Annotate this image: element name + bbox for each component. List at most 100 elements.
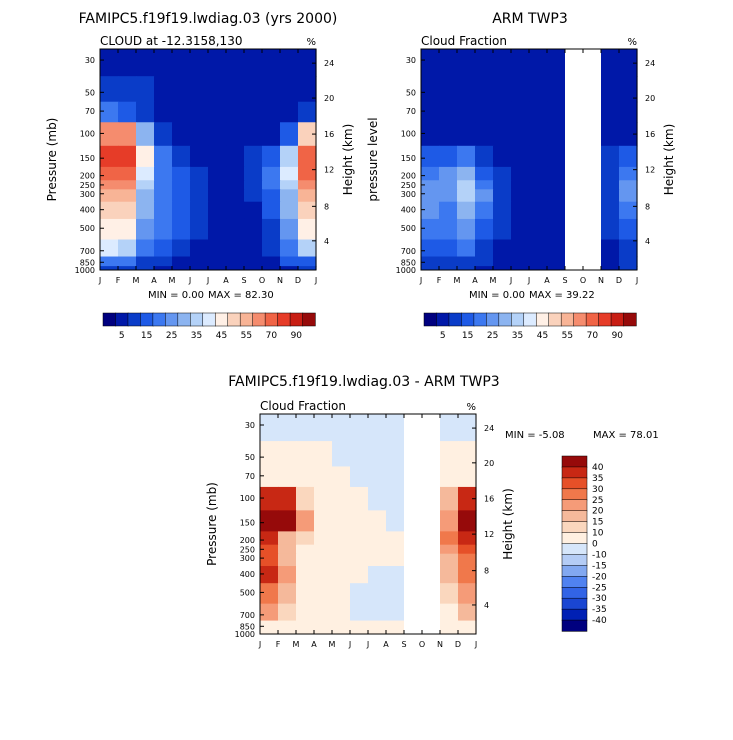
heatmap-cell — [226, 122, 245, 147]
heatmap-cell — [386, 466, 405, 488]
heatmap-cell — [298, 189, 317, 203]
heatmap-cell — [350, 620, 369, 631]
heatmap-cell — [529, 180, 548, 190]
heatmap-cell — [332, 583, 351, 605]
heatmap-cell — [118, 201, 137, 220]
heatmap-cell — [547, 122, 566, 147]
heatmap-cell — [226, 256, 245, 267]
heatmap-cell — [350, 466, 369, 488]
colorbar-swatch — [214, 312, 229, 327]
colorbar-swatch — [102, 312, 117, 327]
heatmap-cell — [296, 630, 315, 634]
x-tick-label: A — [383, 640, 389, 649]
heatmap-cell — [601, 256, 620, 267]
heatmap-cell — [547, 189, 566, 203]
heatmap-cell — [350, 583, 369, 605]
colorbar-swatch — [202, 312, 216, 327]
heatmap-cell — [100, 101, 119, 123]
height-tick-label: 16 — [324, 130, 334, 139]
y-tick-label: 100 — [401, 129, 416, 138]
heatmap-cell — [280, 266, 299, 270]
colorbar-swatch — [561, 576, 588, 588]
heatmap-cell — [421, 76, 440, 103]
heatmap-cell — [172, 122, 191, 147]
heatmap-cell — [439, 49, 458, 77]
heatmap-cell — [118, 218, 137, 241]
heatmap-cell — [172, 201, 191, 220]
x-tick-label: F — [437, 276, 442, 285]
x-tick-label: J — [527, 276, 530, 285]
y-tick-label: 500 — [80, 224, 95, 233]
heatmap-cell — [601, 76, 620, 103]
heatmap-cell — [154, 180, 173, 190]
heatmap-cell — [440, 603, 459, 622]
heatmap-cell — [262, 166, 281, 181]
colorbar-label: -40 — [592, 616, 607, 626]
x-tick-label: S — [562, 276, 567, 285]
height-tick-label: 20 — [645, 94, 655, 103]
heatmap-cell — [118, 145, 137, 168]
min-label: MIN = 0.00 — [469, 290, 525, 301]
colorbar-swatch — [461, 312, 475, 327]
heatmap-cell — [136, 49, 155, 77]
heatmap-cell — [100, 239, 119, 258]
heatmap-cell — [511, 239, 530, 258]
x-tick-label: J — [509, 276, 512, 285]
y-tick-label: 200 — [80, 172, 95, 181]
heatmap-cell — [314, 603, 333, 622]
colorbar-label: 45 — [216, 331, 227, 341]
heatmap-cell — [511, 76, 530, 103]
heatmap-cell — [440, 544, 459, 555]
heatmap-cell — [172, 76, 191, 103]
heatmap-cell — [547, 218, 566, 241]
heatmap-cell — [458, 553, 477, 567]
x-tick-label: M — [133, 276, 140, 285]
heatmap-cell — [475, 201, 494, 220]
heatmap-cell — [260, 603, 279, 622]
heatmap-cell — [547, 201, 566, 220]
heatmap-cell — [458, 531, 477, 546]
heatmap-cell — [262, 218, 281, 241]
heatmap-cell — [386, 620, 405, 631]
heatmap-cell — [226, 180, 245, 190]
heatmap-cell — [421, 218, 440, 241]
heatmap-cell — [190, 166, 209, 181]
heatmap-cell — [619, 49, 638, 77]
height-tick-label: 8 — [324, 202, 329, 211]
heatmap-cell — [458, 630, 477, 634]
heatmap-cell — [493, 122, 512, 147]
y-tick-label: 50 — [406, 88, 416, 97]
colorbar-label: -25 — [592, 583, 607, 593]
colorbar-swatch — [561, 565, 588, 577]
colorbar-swatch — [548, 312, 562, 327]
heatmap-cell — [440, 620, 459, 631]
chart-subtitle: CLOUD at -12.3158,130 — [100, 34, 242, 48]
heatmap-cell — [262, 122, 281, 147]
heatmap-cell — [529, 218, 548, 241]
heatmap-cell — [421, 145, 440, 168]
colorbar-swatch — [561, 455, 588, 468]
colorbar-label: -15 — [592, 561, 607, 571]
heatmap-cell — [172, 180, 191, 190]
heatmap-cell — [511, 49, 530, 77]
heatmap-cell — [475, 122, 494, 147]
heatmap-cell — [136, 122, 155, 147]
heatmap-cell — [619, 266, 638, 270]
heatmap-cell — [208, 239, 227, 258]
heatmap-cell — [100, 49, 119, 77]
heatmap-cell — [208, 218, 227, 241]
heatmap-cell — [440, 510, 459, 532]
heatmap-cell — [439, 218, 458, 241]
colorbar-label: 25 — [592, 496, 603, 506]
heatmap-cell — [118, 256, 137, 267]
heatmap-cell — [244, 266, 263, 270]
heatmap-cell — [100, 256, 119, 267]
heatmap-cell — [458, 486, 477, 511]
height-axis-label: Height (km) — [341, 124, 355, 195]
heatmap-cell — [386, 630, 405, 634]
chart-subtitle: Cloud Fraction — [260, 399, 346, 413]
heatmap-cell — [601, 239, 620, 258]
heatmap-cell — [350, 566, 369, 584]
heatmap-cell — [439, 266, 458, 270]
heatmap-cell — [314, 414, 333, 442]
